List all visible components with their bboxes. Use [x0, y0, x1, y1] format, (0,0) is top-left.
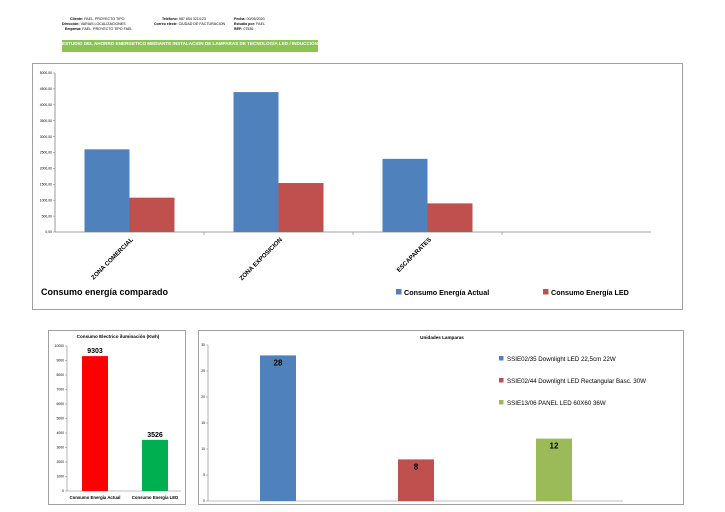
fecha-value: 00/05/2020 — [246, 17, 265, 21]
legend-label: Consumo Energía LED — [551, 288, 629, 297]
y-tick-label: 5000 — [56, 417, 64, 421]
estudio-label: Estudio por: — [234, 22, 256, 26]
x-tick-label: Consumo Energía LED — [132, 495, 179, 500]
empresa-label: Empresa: — [65, 27, 82, 31]
consumption-chart: Consumo Electrico iluminación (Kwh) 0 1000… — [55, 334, 181, 500]
bar-actual — [82, 356, 108, 491]
units-chart-panel: Unidades Lamparas 0 5 10 15 20 25 30 28 SSIE02/35… — [198, 330, 684, 505]
y-tick-label: 5 — [203, 473, 205, 477]
y-tick-label: 9000 — [56, 359, 64, 363]
y-tick-label: 2000 — [56, 460, 64, 464]
y-tick-label: 20 — [201, 395, 205, 399]
direccion-value: VARIAS LOCALIZACIONES — [80, 22, 126, 26]
cliente-label: Cliente: — [70, 17, 84, 21]
y-tick-label: 2500,00 — [40, 151, 52, 155]
y-tick-label: 4000,00 — [40, 103, 52, 107]
telefono-value: 987 654 321/123 — [178, 17, 206, 21]
bar-actual — [233, 92, 279, 232]
chart-title: Consumo Electrico iluminación (Kwh) — [77, 334, 160, 339]
data-label: 9303 — [87, 348, 103, 355]
y-tick-label: 30 — [201, 343, 205, 347]
x-tick-label: Consumo Energía Actual — [70, 495, 121, 500]
legend-label: SSIE02/44 Downlight LED Rectangular Basc… — [507, 378, 646, 385]
report-title: ESTUDIO DEL AHORRO ENERGETICO MEDIANTE I… — [62, 40, 318, 52]
legend-swatch — [499, 400, 504, 405]
legend-label: Consumo Energía Actual — [404, 288, 489, 297]
y-tick-label: 6000 — [56, 402, 64, 406]
correo-label: Correo electr: — [154, 22, 178, 26]
data-label: 8 — [414, 462, 419, 471]
empresa-value: FAEL, PROYECTO TIPO FAEL — [82, 27, 133, 31]
chart-title: Consumo energía comparado — [41, 287, 169, 297]
y-tick-label: 3500,00 — [40, 119, 52, 123]
y-tick-label: 2000,00 — [40, 167, 52, 171]
header-info: Cliente: FAEL, PROYECTO TIPO Teléfono: 9… — [62, 14, 332, 40]
y-tick-label: 0,00 — [45, 230, 52, 234]
x-tick-label: ESCAPARATES — [396, 236, 433, 273]
y-tick-label: 4500,00 — [40, 87, 52, 91]
legend-swatch — [499, 378, 504, 383]
consumption-chart-panel: Consumo Electrico iluminación (Kwh) 0 1000… — [48, 330, 186, 505]
y-tick-label: 1000,00 — [40, 198, 52, 202]
y-tick-label: 3000 — [56, 446, 64, 450]
data-label: 12 — [550, 442, 559, 451]
y-tick-label: 0 — [203, 499, 205, 503]
correo-value: CIUDAD DE FACTURACION — [178, 22, 226, 26]
y-tick-label: 1500,00 — [40, 183, 52, 187]
main-chart-panel: 0,00 500,00 1000,00 1500,00 2000,00 2500,00 30… — [32, 63, 683, 310]
x-tick-label: ZONA EXPOSICION — [238, 236, 284, 282]
bar-actual — [84, 149, 130, 232]
estudio-value: FAEL — [256, 22, 265, 26]
y-tick-label: 10 — [201, 447, 205, 451]
main-chart: 0,00 500,00 1000,00 1500,00 2000,00 2500,00 30… — [40, 71, 651, 297]
y-tick-label: 25 — [201, 369, 205, 373]
y-tick-label: 0 — [62, 489, 64, 493]
bar-led — [427, 203, 473, 232]
data-label: 28 — [274, 358, 283, 367]
legend-swatch — [543, 289, 549, 295]
y-tick-label: 1000 — [56, 475, 64, 479]
bar-lamp-2 — [398, 459, 434, 501]
data-label: 3526 — [147, 432, 163, 439]
bar-led — [129, 197, 175, 232]
bar-led — [278, 183, 324, 232]
cliente-value: FAEL, PROYECTO TIPO — [84, 17, 125, 21]
units-chart: Unidades Lamparas 0 5 10 15 20 25 30 28 SSIE02/35… — [201, 335, 646, 503]
legend-swatch — [396, 289, 402, 295]
y-tick-label: 8000 — [56, 373, 64, 377]
legend-swatch — [499, 356, 504, 361]
x-tick-label: ZONA COMERCIAL — [90, 236, 135, 281]
direccion-label: Dirección: — [62, 22, 80, 26]
bar-actual — [382, 158, 428, 232]
telefono-label: Teléfono: — [162, 17, 178, 21]
fecha-label: Fecha: — [234, 17, 246, 21]
bar-lamp-1 — [260, 355, 296, 501]
legend-label: SSIE02/35 Downlight LED 22,5cm 22W — [507, 356, 616, 363]
y-tick-label: 3000,00 — [40, 135, 52, 139]
y-tick-label: 15 — [201, 421, 205, 425]
ref-value: 07536 — [243, 27, 254, 31]
chart-title: Unidades Lamparas — [420, 335, 464, 340]
y-tick-label: 4000 — [56, 431, 64, 435]
bar-led — [142, 439, 168, 491]
bar-lamp-3 — [536, 438, 572, 501]
legend-label: SSIE13/06 PANEL LED 60X60 36W — [507, 400, 606, 407]
y-tick-label: 10000 — [55, 344, 65, 348]
y-tick-label: 5000,00 — [40, 71, 52, 75]
y-tick-label: 500,00 — [42, 214, 52, 218]
ref-label: REF: — [234, 27, 243, 31]
y-tick-label: 7000 — [56, 388, 64, 392]
